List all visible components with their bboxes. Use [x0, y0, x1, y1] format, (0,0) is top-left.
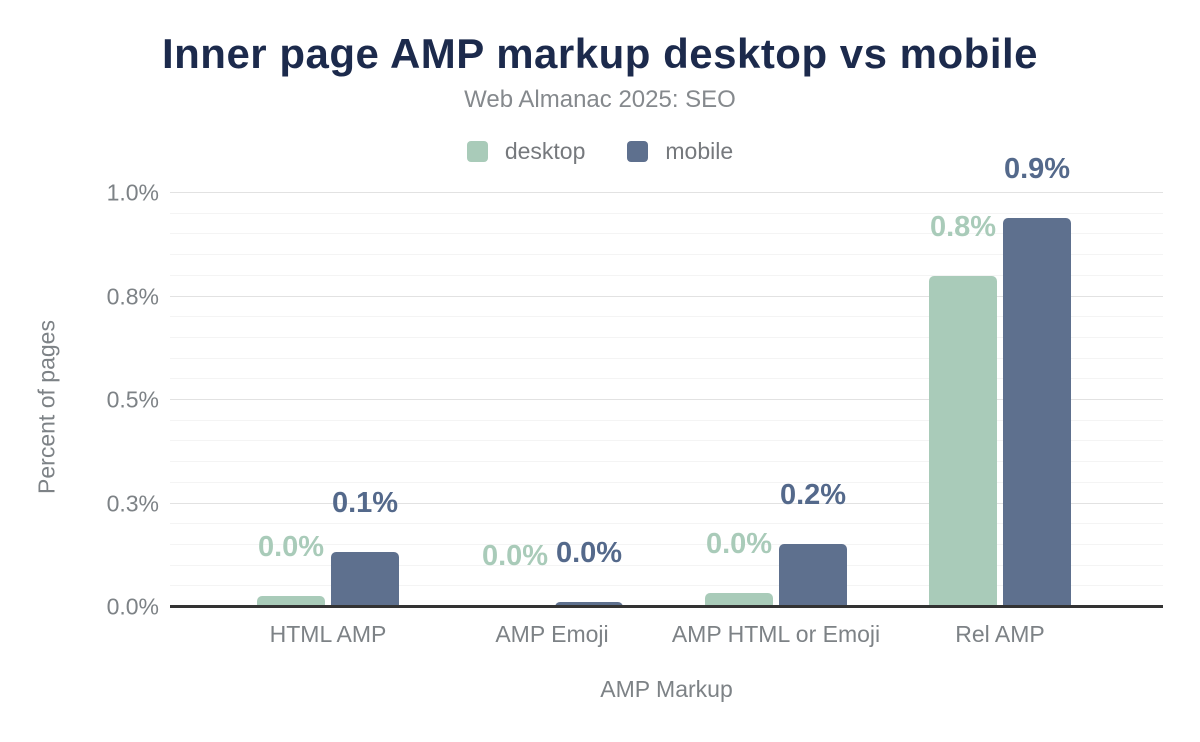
bar-mobile-amp-html-or-emoji — [779, 544, 847, 607]
gridline-minor — [170, 212, 1163, 214]
gridline-minor — [170, 378, 1163, 380]
value-label-mobile-rel-amp: 0.9% — [1003, 152, 1071, 185]
gridline-minor — [170, 543, 1163, 545]
gridline-minor — [170, 564, 1163, 566]
bar-desktop-html-amp — [257, 595, 325, 607]
gridline-minor — [170, 585, 1163, 587]
y-tick-label: 1.0% — [106, 179, 159, 206]
category-label: Rel AMP — [955, 621, 1045, 647]
category-label: AMP HTML or Emoji — [671, 621, 881, 647]
bar-desktop-rel-amp — [929, 275, 997, 607]
legend: desktop mobile — [0, 138, 1200, 165]
value-label-desktop-html-amp: 0.0% — [257, 530, 325, 563]
y-tick-label: 0.0% — [106, 593, 159, 620]
gridline-minor — [170, 336, 1163, 338]
value-label-mobile-html-amp: 0.1% — [331, 486, 399, 519]
legend-label-desktop: desktop — [504, 138, 586, 164]
gridline-minor — [170, 233, 1163, 235]
mobile-swatch-icon — [627, 141, 649, 162]
gridline-major — [170, 295, 1163, 297]
gridline-minor — [170, 254, 1163, 256]
x-axis-title: AMP Markup — [600, 676, 733, 702]
gridline-minor — [170, 274, 1163, 276]
gridline-minor — [170, 419, 1163, 421]
gridline-major — [170, 192, 1163, 193]
gridline-minor — [170, 357, 1163, 359]
chart-title: Inner page AMP markup desktop vs mobile — [161, 30, 1039, 77]
gridline-minor — [170, 523, 1163, 525]
y-tick-label: 0.5% — [106, 386, 159, 413]
gridline-minor — [170, 440, 1163, 442]
legend-item-desktop: desktop — [466, 138, 586, 165]
gridline-minor — [170, 481, 1163, 483]
legend-item-mobile: mobile — [627, 138, 733, 165]
value-label-mobile-amp-html-or-emoji: 0.2% — [779, 479, 847, 512]
bar-mobile-amp-emoji — [555, 601, 623, 607]
gridline-minor — [170, 461, 1163, 463]
chart-subtitle: Web Almanac 2025: SEO — [464, 86, 736, 113]
category-label: HTML AMP — [269, 621, 387, 647]
plot-area: 0.0% 0.3% 0.5% 0.8% 1.0% HTML AMP 0.0% 0.1% AMP … — [107, 154, 1163, 647]
y-tick-label: 0.8% — [106, 283, 159, 309]
legend-label-mobile: mobile — [665, 138, 734, 164]
bar-desktop-amp-html-or-emoji — [705, 592, 773, 607]
x-axis-line — [170, 605, 1163, 608]
value-label-desktop-rel-amp: 0.8% — [929, 210, 997, 243]
gridline-minor — [170, 316, 1163, 318]
value-label-mobile-amp-emoji: 0.0% — [555, 536, 623, 569]
bar-mobile-html-amp — [331, 551, 399, 607]
category-label: AMP Emoji — [495, 621, 609, 647]
bar-mobile-rel-amp — [1003, 217, 1071, 607]
desktop-swatch-icon — [466, 141, 488, 162]
y-tick-label: 0.3% — [106, 490, 159, 516]
gridline-major — [170, 502, 1163, 504]
gridline-major — [170, 399, 1163, 400]
value-label-desktop-amp-emoji: 0.0% — [481, 539, 549, 572]
value-label-desktop-amp-html-or-emoji: 0.0% — [705, 527, 773, 560]
y-axis-title: Percent of pages — [33, 320, 60, 494]
